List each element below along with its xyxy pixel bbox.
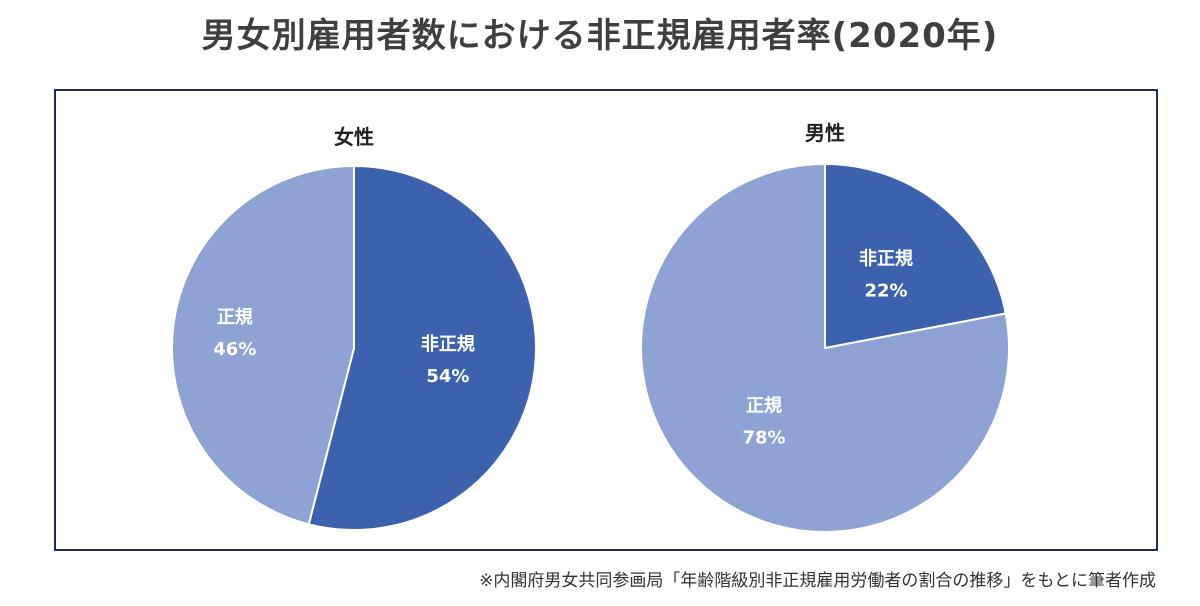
slice-value-female-1: 46% [213,339,256,360]
pie-slice-male-regular [640,162,1010,533]
pie-slice-female-regular [171,164,355,526]
slice-value-male-1: 78% [742,428,785,449]
pie-title-female: 女性 [334,125,374,149]
slice-label-female-0: 非正規 [421,333,475,355]
pie-slice-male-non-regular [824,162,1007,350]
pie-slice-female-non-regular [307,164,537,531]
chart-frame [54,89,1158,551]
pie-title-male: 男性 [805,121,845,145]
slice-label-female-1: 正規 [217,307,253,328]
slice-label-male-1: 正規 [746,396,782,417]
slice-value-male-0: 22% [864,280,907,301]
source-note: ※内閣府男女共同参画局「年齢階級別非正規雇用労働者の割合の推移」をもとに筆者作成 [479,571,1156,591]
slice-label-male-0: 非正規 [859,247,913,269]
chart-title: 男女別雇用者数における非正規雇用者率(2020年) [201,16,999,56]
slice-value-female-0: 54% [426,366,469,387]
